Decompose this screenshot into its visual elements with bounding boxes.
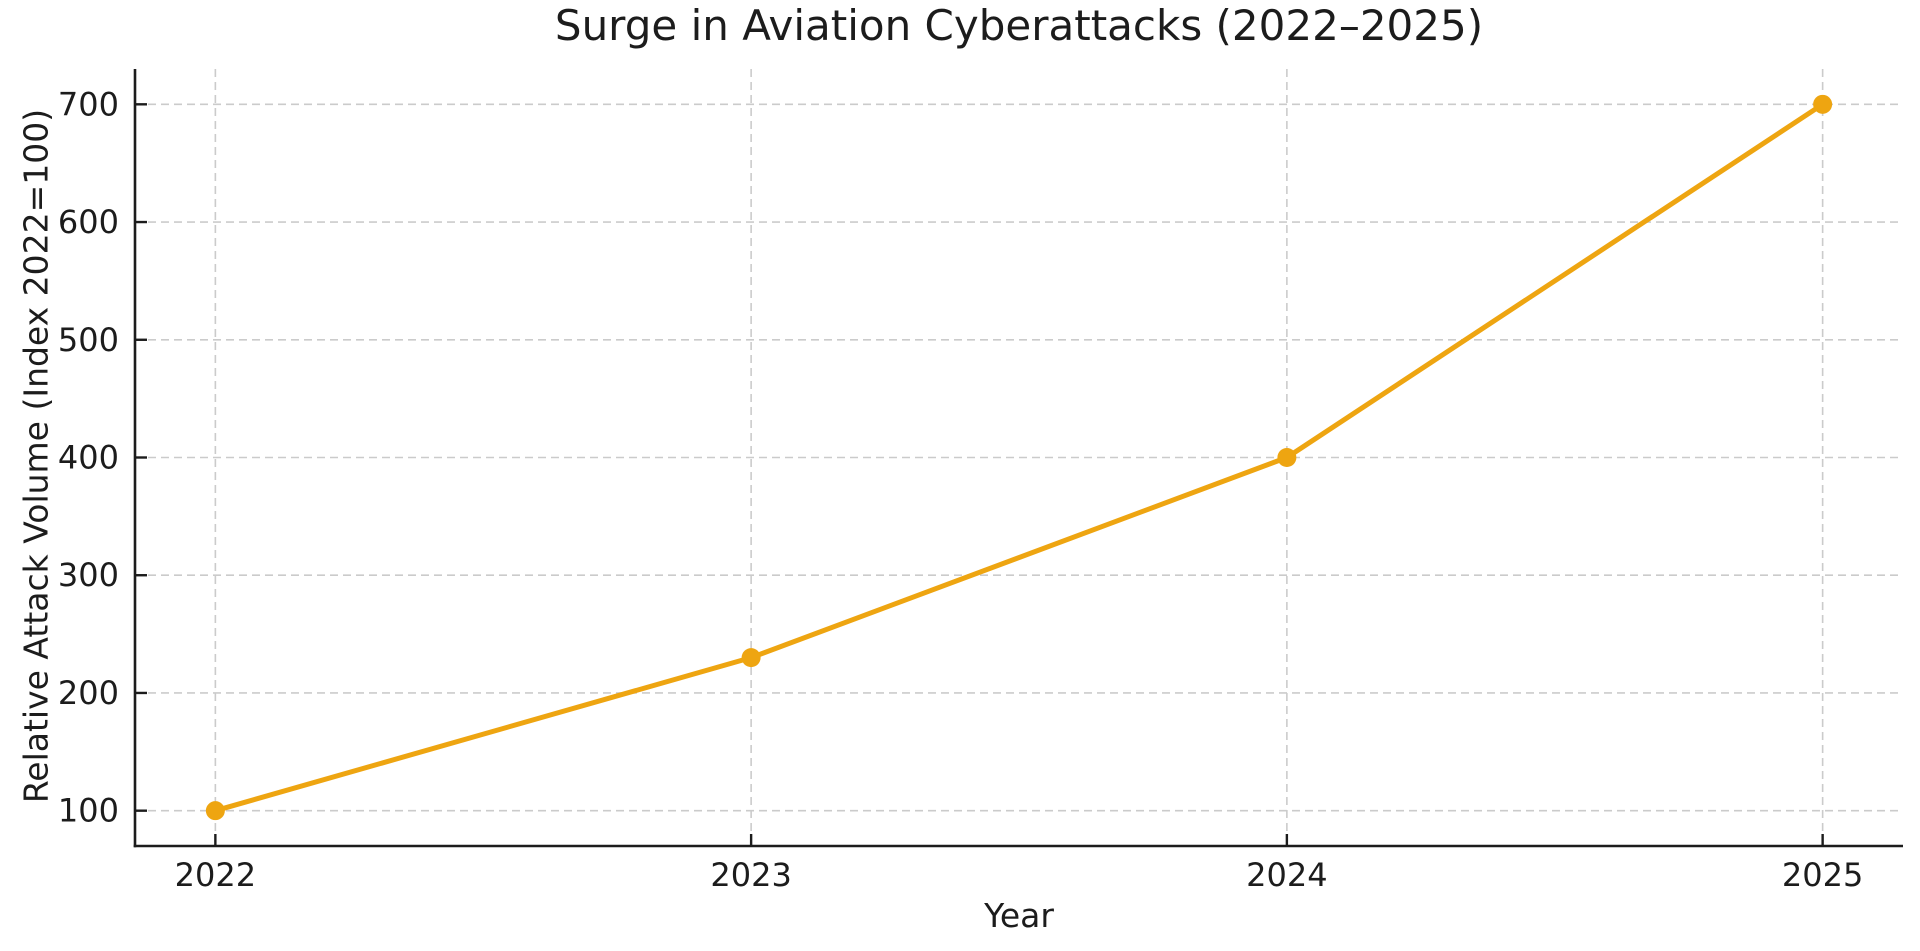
y-tick-label: 200: [58, 674, 119, 712]
data-point: [1277, 448, 1297, 467]
y-tick-label: 100: [58, 792, 119, 830]
x-axis-label: Year: [984, 896, 1054, 935]
y-tick-label: 700: [58, 85, 119, 123]
y-tick-label: 300: [58, 556, 119, 594]
chart-title: Surge in Aviation Cyberattacks (2022–202…: [554, 1, 1484, 50]
x-tick-label: 2023: [710, 856, 791, 894]
data-point: [1813, 94, 1833, 114]
y-tick-label: 400: [58, 439, 119, 477]
y-tick-label: 500: [58, 321, 119, 359]
data-line: [212, 101, 1826, 814]
x-tick-label: 2022: [175, 856, 256, 894]
data-point: [205, 801, 225, 821]
data-point: [741, 648, 761, 668]
y-axis-label: Relative Attack Volume (Index 2022=100): [16, 108, 56, 804]
x-tick-label: 2025: [1782, 856, 1863, 894]
y-tick-label: 600: [58, 203, 119, 241]
x-tick-label: 2024: [1246, 856, 1327, 894]
